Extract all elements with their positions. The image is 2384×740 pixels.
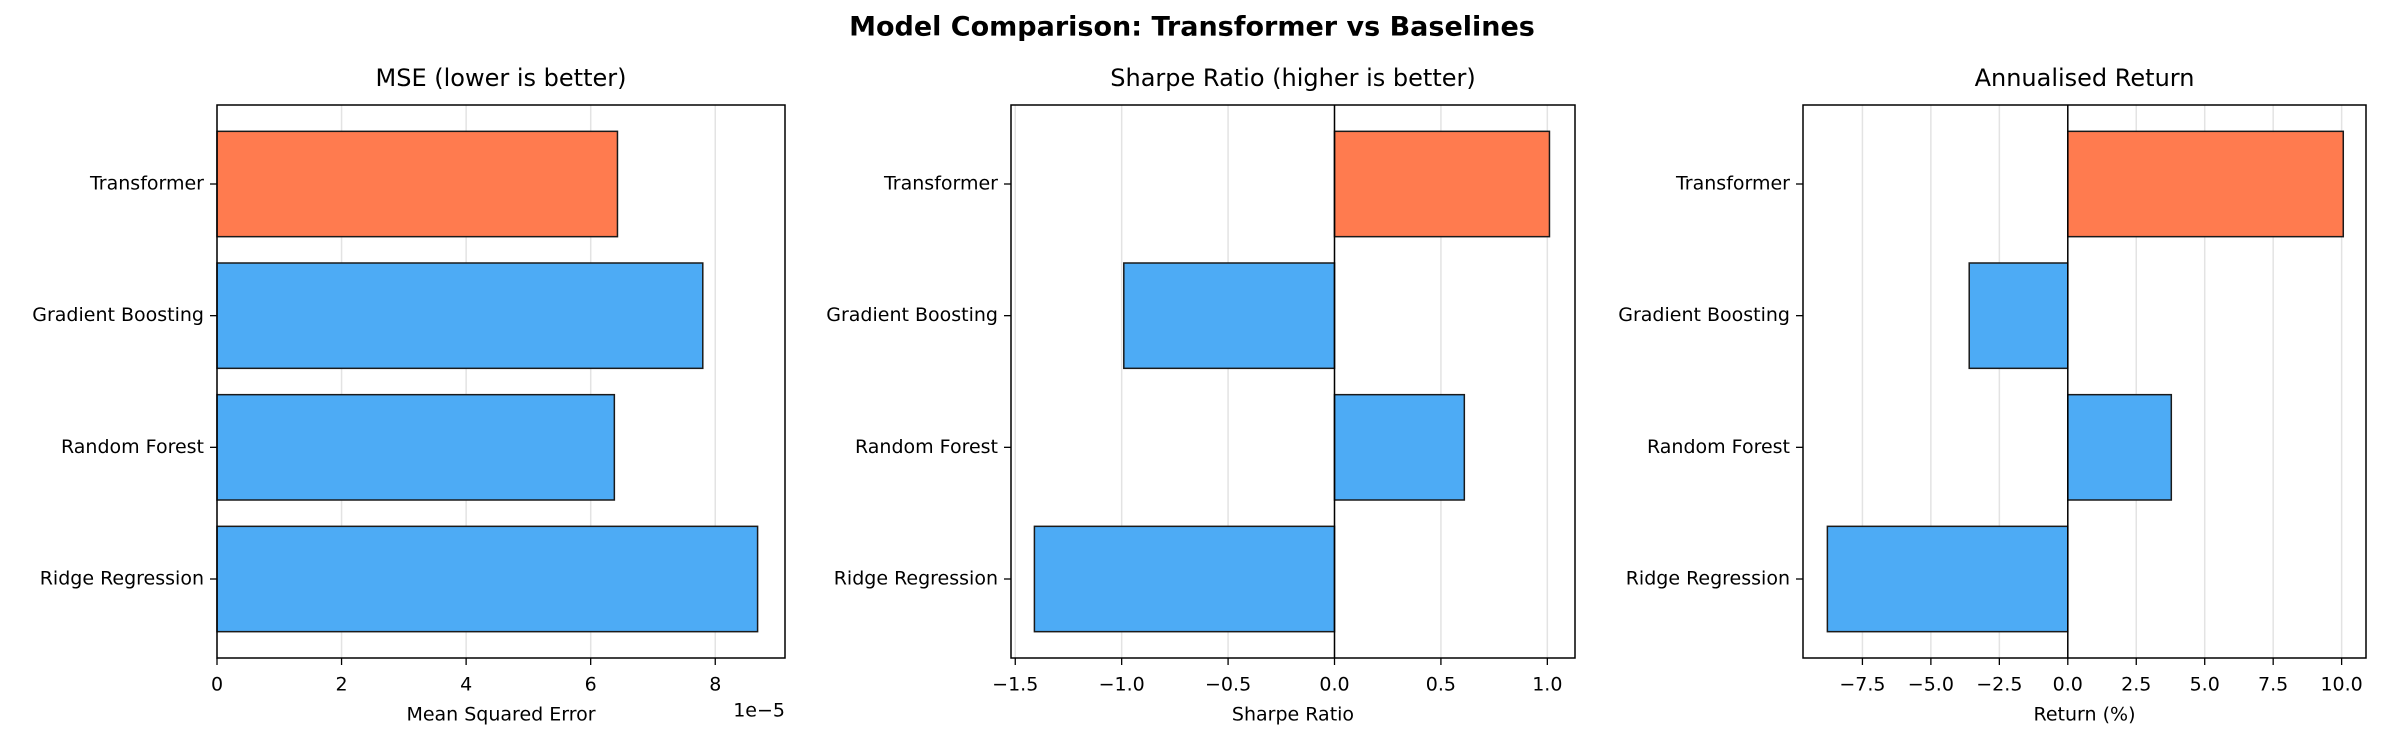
x-tick-label: −5.0 [1908, 674, 1954, 696]
y-tick-label: Ridge Regression [40, 568, 204, 590]
axes-frame [216, 104, 786, 659]
subplot-title: Annualised Return [1975, 64, 2195, 92]
bar [2067, 130, 2345, 238]
subplot-title: MSE (lower is better) [376, 64, 627, 92]
bar [216, 525, 759, 633]
y-tick-label: Ridge Regression [1626, 568, 1790, 590]
x-axis-label: Mean Squared Error [406, 704, 595, 726]
figure-title: Model Comparison: Transformer vs Baselin… [849, 12, 1535, 43]
y-tick-label: Transformer [89, 173, 204, 195]
y-tick-label: Random Forest [61, 436, 204, 458]
bar [1033, 525, 1336, 633]
bar [1333, 130, 1551, 238]
bar [216, 130, 619, 238]
y-tick-label: Gradient Boosting [1618, 304, 1790, 326]
bar [1123, 262, 1336, 370]
x-tick-label: −1.0 [1099, 674, 1145, 696]
axes-frame [1010, 104, 1576, 659]
y-tick-label: Gradient Boosting [32, 304, 204, 326]
bar [1826, 525, 2069, 633]
y-tick-label: Ridge Regression [834, 568, 998, 590]
bar [1968, 262, 2069, 370]
x-axis-label: Sharpe Ratio [1232, 704, 1354, 726]
x-tick-label: 10.0 [2320, 674, 2362, 696]
x-tick-label: 0.0 [2053, 674, 2083, 696]
x-tick-label: 0.0 [1319, 674, 1349, 696]
bar [1333, 393, 1466, 501]
bar [2067, 393, 2173, 501]
x-offset-label: 1e−5 [733, 700, 785, 722]
x-tick-label: 7.5 [2258, 674, 2288, 696]
x-tick-label: 8 [709, 674, 721, 696]
y-tick-label: Transformer [1675, 173, 1790, 195]
x-tick-label: −0.5 [1205, 674, 1251, 696]
x-tick-label: 0.5 [1426, 674, 1456, 696]
x-tick-label: 2.5 [2121, 674, 2151, 696]
x-tick-label: 5.0 [2190, 674, 2220, 696]
bar [216, 262, 704, 370]
subplot-title: Sharpe Ratio (higher is better) [1110, 64, 1475, 92]
bar [216, 393, 616, 501]
x-tick-label: 1.0 [1532, 674, 1562, 696]
x-tick-label: 0 [211, 674, 223, 696]
x-tick-label: 2 [336, 674, 348, 696]
x-tick-label: 4 [460, 674, 472, 696]
x-tick-label: −1.5 [992, 674, 1038, 696]
x-tick-label: −2.5 [1976, 674, 2022, 696]
axes-frame [1802, 104, 2367, 659]
x-axis-label: Return (%) [2034, 704, 2136, 726]
y-tick-label: Random Forest [855, 436, 998, 458]
y-tick-label: Gradient Boosting [826, 304, 998, 326]
x-tick-label: 6 [585, 674, 597, 696]
y-tick-label: Random Forest [1647, 436, 1790, 458]
y-tick-label: Transformer [883, 173, 998, 195]
x-tick-label: −7.5 [1839, 674, 1885, 696]
